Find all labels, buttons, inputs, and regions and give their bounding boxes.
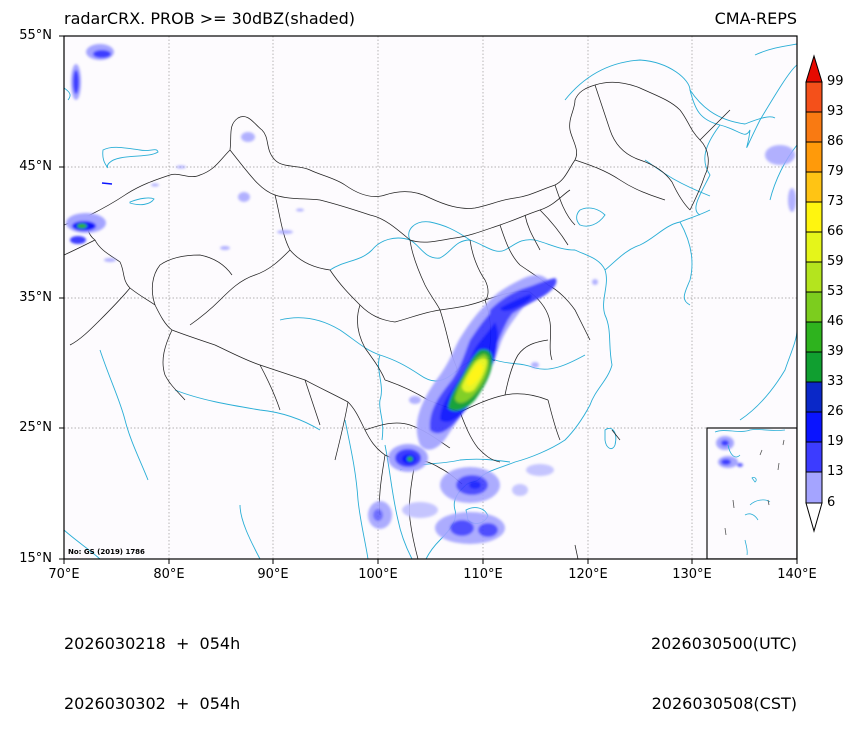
colorbar-label: 39 <box>827 344 844 359</box>
colorbar-label: 33 <box>827 374 844 389</box>
colorbar-label: 93 <box>827 104 844 119</box>
colorbar-label: 86 <box>827 134 844 149</box>
lat-tick-15: 15°N <box>19 551 52 566</box>
map-background <box>64 36 797 559</box>
init-time-block: 2026030218 + 054h 2026030302 + 054h <box>64 594 240 734</box>
valid-time-cst: 2026030508(CST) <box>651 694 797 713</box>
lon-tick-120: 120°E <box>568 567 608 582</box>
lon-tick-90: 90°E <box>257 567 289 582</box>
probability-shading <box>66 44 796 544</box>
south-china-sea-inset <box>706 427 797 559</box>
colorbar-label: 79 <box>827 164 844 179</box>
colorbar-label: 59 <box>827 254 844 269</box>
lon-tick-80: 80°E <box>153 567 185 582</box>
colorbar-under-arrow <box>805 502 823 533</box>
colorbar-label: 46 <box>827 314 844 329</box>
lon-tick-100: 100°E <box>358 567 398 582</box>
colorbar <box>805 54 823 533</box>
colorbar-over-arrow <box>805 54 823 83</box>
colorbar-label: 99 <box>827 74 844 89</box>
colorbar-label: 66 <box>827 224 844 239</box>
colorbar-label: 73 <box>827 194 844 209</box>
valid-time-block: 2026030500(UTC) 2026030508(CST) <box>651 594 797 734</box>
lat-tick-55: 55°N <box>19 28 52 43</box>
init-time-utc: 2026030218 + 054h <box>64 634 241 653</box>
lon-tick-70: 70°E <box>48 567 80 582</box>
valid-time-utc: 2026030500(UTC) <box>651 634 797 653</box>
map-figure <box>59 35 823 564</box>
colorbar-label: 6 <box>827 495 836 510</box>
model-name: CMA-REPS <box>714 9 797 28</box>
lon-tick-130: 130°E <box>672 567 712 582</box>
lat-tick-35: 35°N <box>19 290 52 305</box>
axis-ticks <box>59 35 798 564</box>
colorbar-label: 26 <box>827 404 844 419</box>
lon-tick-140: 140°E <box>777 567 817 582</box>
colorbar-label: 19 <box>827 434 844 449</box>
lat-tick-45: 45°N <box>19 159 52 174</box>
lon-tick-110: 110°E <box>463 567 503 582</box>
lat-tick-25: 25°N <box>19 420 52 435</box>
map-approval-number: No: GS (2019) 1786 <box>68 548 145 556</box>
chart-title: radarCRX. PROB >= 30dBZ(shaded) <box>64 9 356 28</box>
init-time-cst: 2026030302 + 054h <box>64 694 241 713</box>
colorbar-label: 53 <box>827 284 844 299</box>
colorbar-label: 13 <box>827 464 844 479</box>
